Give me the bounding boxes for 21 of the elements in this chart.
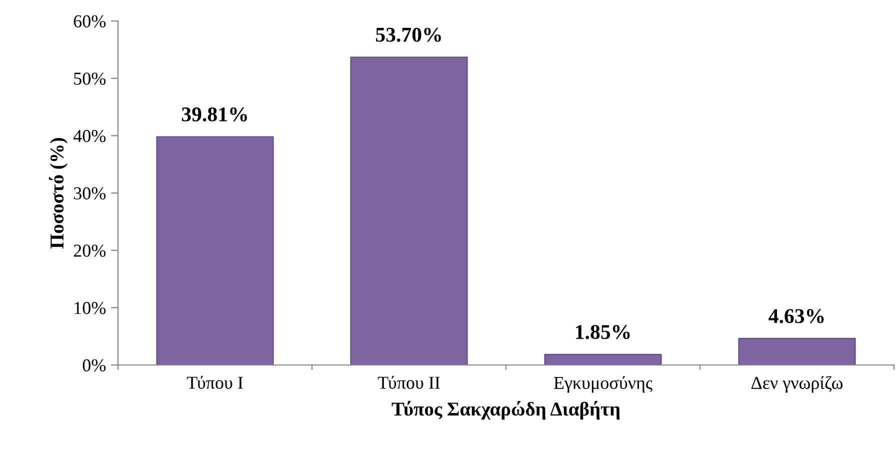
data-label: 53.70% [376,28,441,42]
y-axis-title: Ποσοστό (%) [48,138,68,248]
bar [738,338,856,365]
y-tick-label: 30% [74,187,106,200]
y-tick-label: 10% [74,302,106,314]
x-tick-label: Τύπου ΙΙ [378,376,440,389]
bar [350,56,468,365]
x-tick-label: Τύπου Ι [186,376,243,389]
x-tick-label: Δεν γνωρίζω [751,376,843,393]
data-label: 1.85% [576,324,630,340]
y-tick-label: 20% [74,244,106,257]
x-tick-label: Εγκυμοσύνης [554,376,652,393]
data-label: 39.81% [182,107,247,122]
bar [156,136,274,365]
y-tick-label: 0% [82,359,106,372]
bar [544,354,662,365]
x-axis-title: Τύπος Σακχαρώδη Διαβήτη [392,401,620,420]
y-tick-label: 60% [74,15,106,28]
y-tick-label: 50% [74,72,106,85]
data-label: 4.63% [768,309,824,324]
y-tick-label: 40% [73,130,106,142]
